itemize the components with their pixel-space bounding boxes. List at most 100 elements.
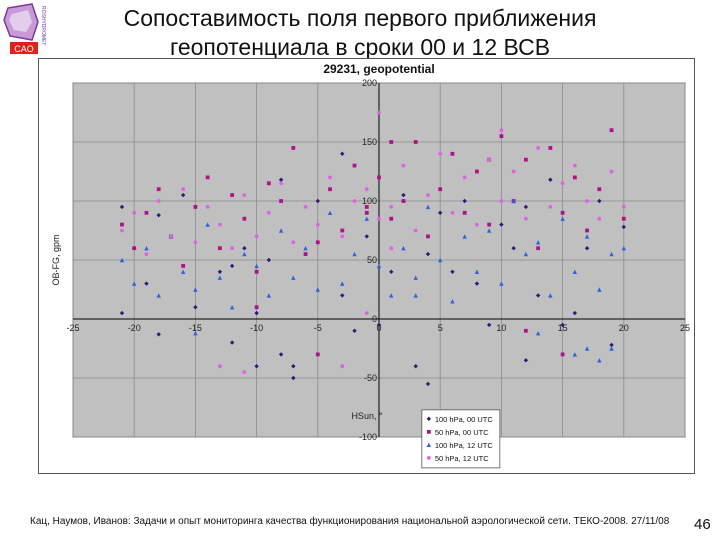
data-point-series-2 (266, 181, 271, 186)
data-point-series-1 (523, 358, 529, 363)
data-point-series-4 (254, 234, 259, 239)
data-point-series-3 (511, 198, 516, 204)
data-point-series-4 (462, 175, 467, 180)
data-point-series-2 (450, 151, 455, 156)
data-point-series-4 (597, 216, 602, 221)
data-point-series-2 (352, 163, 357, 168)
data-point-series-3 (413, 275, 418, 280)
data-point-series-3 (584, 234, 590, 239)
data-point-series-1 (156, 332, 161, 337)
data-point-series-4 (523, 216, 528, 221)
data-point-series-4 (120, 228, 124, 233)
legend-label-1: 100 hPa, 00 UTC (435, 415, 494, 424)
data-point-series-2 (389, 140, 394, 144)
data-point-series-4 (609, 169, 614, 174)
legend-label-3: 100 hPa, 12 UTC (435, 441, 494, 450)
data-point-series-3 (132, 281, 137, 286)
data-point-series-1 (401, 192, 406, 198)
y-tick-label: -50 (364, 373, 377, 383)
data-point-series-4 (364, 187, 369, 192)
data-point-series-3 (119, 257, 125, 263)
data-point-series-1 (291, 375, 296, 381)
y-tick-label: 150 (362, 137, 377, 147)
data-point-series-3 (364, 216, 369, 221)
data-point-series-1 (291, 364, 296, 369)
data-point-series-3 (315, 287, 320, 292)
legend-box (421, 409, 501, 469)
data-point-series-2 (426, 234, 430, 239)
data-point-series-3 (597, 287, 602, 292)
data-point-series-2 (242, 216, 247, 221)
x-tick-label: -10 (250, 323, 263, 333)
data-point-series-3 (180, 269, 186, 274)
data-point-series-4 (438, 151, 443, 156)
data-point-series-2 (291, 146, 296, 150)
data-point-series-2 (438, 187, 443, 192)
data-point-series-3 (156, 293, 161, 298)
data-point-series-4 (205, 205, 210, 209)
data-point-series-3 (474, 269, 480, 274)
data-point-series-2 (181, 264, 186, 268)
data-point-series-4 (377, 216, 381, 221)
svg-text:ROSHYDROMET: ROSHYDROMET (40, 6, 46, 45)
y-tick-label: -100 (359, 432, 377, 442)
data-point-series-2 (340, 228, 345, 233)
data-point-series-3 (303, 246, 308, 251)
y-axis-label: OB-FG, gpm (51, 234, 61, 285)
data-point-series-2 (303, 252, 308, 256)
data-point-series-4 (291, 240, 296, 245)
data-point-series-3 (425, 204, 431, 210)
data-point-series-3 (548, 293, 553, 298)
data-point-series-3 (584, 346, 590, 351)
legend-marker-1 (426, 416, 432, 422)
data-point-series-3 (438, 257, 443, 263)
data-point-series-2 (597, 187, 602, 192)
x-tick-label: -15 (189, 323, 202, 333)
data-point-series-4 (144, 252, 149, 256)
data-point-series-1 (229, 263, 235, 269)
data-point-series-4 (413, 228, 418, 233)
data-point-series-1 (425, 251, 431, 257)
data-point-series-3 (572, 269, 578, 274)
data-point-series-3 (499, 281, 504, 286)
y-tick-label: 0 (372, 314, 377, 324)
data-point-series-1 (278, 352, 284, 357)
data-point-series-2 (621, 216, 626, 221)
data-point-series-1 (254, 310, 259, 316)
chart-frame: -25 -20 -15 -10 -5 0 5 10 15 20 25 -100 -50 0 50 100 150… (38, 58, 695, 474)
data-point-series-4 (585, 199, 589, 203)
data-point-series-4 (340, 364, 345, 369)
data-point-series-4 (377, 110, 381, 115)
data-point-series-4 (242, 193, 247, 198)
data-point-series-4 (499, 199, 504, 203)
data-point-series-4 (401, 163, 406, 168)
data-point-series-3 (278, 228, 284, 233)
x-tick-label: -5 (314, 323, 322, 333)
data-point-series-3 (327, 210, 333, 215)
data-point-series-1 (450, 269, 455, 274)
data-point-series-1 (572, 310, 578, 316)
data-point-series-1 (511, 246, 516, 251)
data-point-series-3 (242, 251, 247, 257)
data-point-series-4 (230, 246, 235, 251)
data-point-series-1 (193, 305, 198, 310)
data-point-series-3 (144, 246, 149, 251)
data-point-series-3 (462, 234, 467, 239)
data-point-series-2 (609, 128, 614, 133)
y-tick-label: 200 (362, 78, 377, 88)
data-point-series-1 (352, 328, 357, 333)
data-point-series-1 (254, 364, 259, 369)
data-point-series-1 (217, 269, 223, 274)
slide-title-line1: Сопоставимость поля первого приближения (123, 5, 597, 31)
data-point-series-2 (413, 140, 418, 144)
data-point-series-2 (217, 246, 222, 251)
data-point-series-2 (132, 246, 137, 251)
data-point-series-2 (585, 228, 589, 233)
data-point-series-4 (156, 199, 161, 203)
data-point-series-1 (364, 234, 369, 239)
data-point-series-1 (119, 310, 125, 316)
x-tick-label: 20 (619, 323, 629, 333)
legend-label-4: 50 hPa, 12 UTC (435, 454, 489, 463)
data-point-series-2 (377, 175, 381, 180)
data-point-series-1 (413, 364, 418, 369)
